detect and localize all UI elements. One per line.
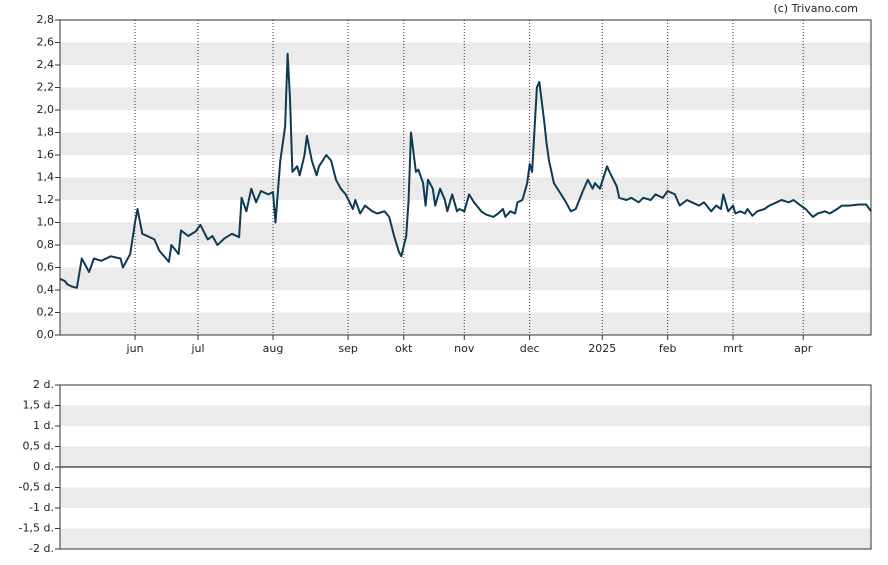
x-tick-label: sep <box>338 342 357 355</box>
price-line <box>59 52 872 289</box>
y-tick-label: 2,0 <box>37 103 55 116</box>
x-tick-label: apr <box>794 342 813 355</box>
grid-band <box>60 42 871 65</box>
y-tick-label: 2,4 <box>37 58 55 71</box>
y-tick-label: 2 d. <box>33 378 54 391</box>
y-tick-label: 0,6 <box>37 261 55 274</box>
y-tick-label: 2,6 <box>37 36 55 49</box>
grid-band <box>60 487 871 508</box>
x-tick-label: dec <box>520 342 540 355</box>
x-tick-label: aug <box>263 342 284 355</box>
grid-band <box>60 132 871 155</box>
y-tick-label: 1 d. <box>33 419 54 432</box>
plot-frame <box>59 19 872 336</box>
grid-band <box>60 446 871 467</box>
plot-frame <box>59 384 872 550</box>
grid-band <box>60 267 871 290</box>
y-tick-label: 0,4 <box>37 283 55 296</box>
y-tick-label: -1 d. <box>29 501 54 514</box>
y-tick-label: 2,2 <box>37 81 55 94</box>
y-tick-label: 0,5 d. <box>23 440 54 453</box>
x-tick-label: mrt <box>723 342 743 355</box>
x-tick-label: jun <box>126 342 144 355</box>
grid-band <box>60 177 871 200</box>
y-tick-label: -2 d. <box>29 542 54 555</box>
y-tick-label: 1,4 <box>37 171 55 184</box>
y-tick-label: 0 d. <box>33 460 54 473</box>
y-tick-label: 1,5 d. <box>23 399 54 412</box>
grid-band <box>60 312 871 335</box>
y-tick-label: 1,2 <box>37 193 55 206</box>
y-tick-label: 1,0 <box>37 216 55 229</box>
x-tick-label: nov <box>454 342 475 355</box>
y-tick-label: -0,5 d. <box>19 481 54 494</box>
y-tick-label: -1,5 d. <box>19 522 54 535</box>
grid-band <box>60 87 871 110</box>
y-tick-label: 1,8 <box>37 126 55 139</box>
x-tick-label: feb <box>659 342 677 355</box>
y-tick-label: 0,8 <box>37 238 55 251</box>
source-credit: (c) Trivano.com <box>773 2 858 15</box>
y-tick-label: 1,6 <box>37 148 55 161</box>
grid-band <box>60 222 871 245</box>
y-tick-label: 2,8 <box>37 13 55 26</box>
grid-band <box>60 405 871 426</box>
x-tick-label: okt <box>395 342 413 355</box>
grid-band <box>60 528 871 549</box>
y-tick-label: 0,0 <box>37 328 55 341</box>
y-tick-label: 0,2 <box>37 306 55 319</box>
x-tick-label: 2025 <box>588 342 616 355</box>
x-tick-label: jul <box>190 342 204 355</box>
